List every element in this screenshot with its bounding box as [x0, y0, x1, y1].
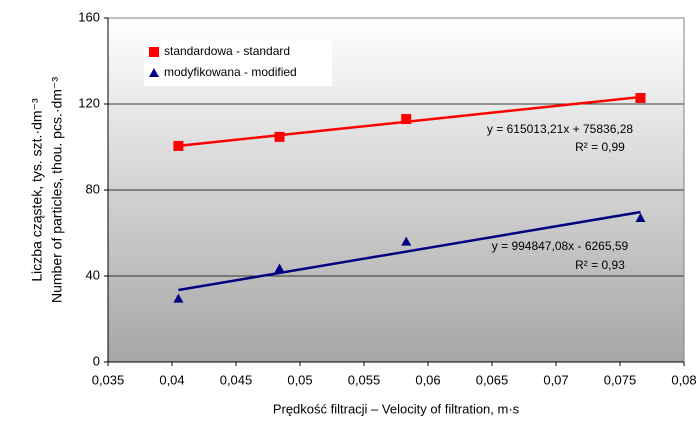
y-axis-title: Liczba cząstek, tys. szt.·dm⁻³: [29, 98, 45, 282]
point: [274, 131, 285, 142]
x-tick-label: 0,045: [220, 372, 253, 387]
x-tick-label: 0,07: [543, 372, 568, 387]
x-tick-label: 0,06: [415, 372, 440, 387]
x-tick-label: 0,055: [348, 372, 381, 387]
point: [635, 212, 646, 222]
trend-line: [178, 210, 641, 292]
y-tick-label: 40: [86, 267, 100, 282]
legend-marker: [149, 47, 159, 57]
legend-label: standardowa - standard: [164, 44, 290, 58]
equation: y = 615013,21x + 75836,28: [487, 122, 633, 136]
point: [401, 114, 412, 125]
y-tick-label: 0: [93, 353, 100, 368]
r-squared: R² = 0,93: [575, 258, 625, 272]
r-squared: R² = 0,99: [575, 140, 625, 154]
x-tick-label: 0,05: [287, 372, 312, 387]
equation: y = 994847,08x - 6265,59: [492, 239, 629, 253]
point: [401, 236, 412, 246]
y-tick-label: 160: [78, 9, 100, 24]
legend-label: modyfikowana - modified: [164, 65, 297, 79]
point: [173, 293, 184, 303]
y-tick-label: 80: [86, 181, 100, 196]
point: [274, 263, 285, 273]
x-tick-label: 0,04: [159, 372, 184, 387]
legend-box: [144, 40, 332, 86]
y-axis-title: Number of particles, thou. pcs.·dm⁻³: [49, 77, 65, 303]
point: [173, 140, 184, 151]
point: [635, 92, 646, 103]
legend-marker: [149, 68, 159, 77]
x-axis-title: Prędkość filtracji – Velocity of filtrat…: [273, 401, 520, 416]
x-tick-label: 0,075: [604, 372, 637, 387]
x-tick-label: 0,035: [92, 372, 125, 387]
y-tick-label: 120: [78, 95, 100, 110]
x-tick-label: 0,08: [671, 372, 696, 387]
x-tick-label: 0,065: [476, 372, 509, 387]
